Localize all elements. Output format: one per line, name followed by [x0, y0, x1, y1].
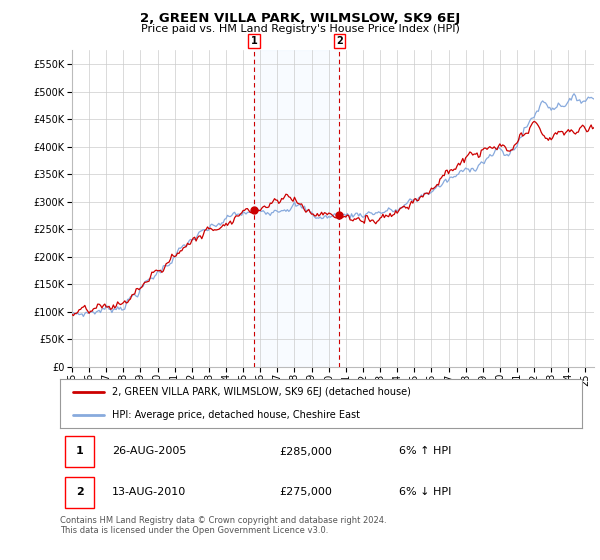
Text: 1: 1: [251, 36, 257, 46]
Text: Price paid vs. HM Land Registry's House Price Index (HPI): Price paid vs. HM Land Registry's House …: [140, 24, 460, 34]
Text: Contains HM Land Registry data © Crown copyright and database right 2024.: Contains HM Land Registry data © Crown c…: [60, 516, 386, 525]
FancyBboxPatch shape: [65, 436, 94, 467]
Text: HPI: Average price, detached house, Cheshire East: HPI: Average price, detached house, Ches…: [112, 410, 360, 420]
Text: 1: 1: [76, 446, 83, 456]
Text: 2, GREEN VILLA PARK, WILMSLOW, SK9 6EJ (detached house): 2, GREEN VILLA PARK, WILMSLOW, SK9 6EJ (…: [112, 388, 411, 398]
Text: 6% ↓ HPI: 6% ↓ HPI: [400, 487, 452, 497]
Text: £275,000: £275,000: [279, 487, 332, 497]
Bar: [254, 50, 340, 367]
Text: 2, GREEN VILLA PARK, WILMSLOW, SK9 6EJ: 2, GREEN VILLA PARK, WILMSLOW, SK9 6EJ: [140, 12, 460, 25]
Text: 2: 2: [76, 487, 83, 497]
FancyBboxPatch shape: [65, 477, 94, 507]
Text: £285,000: £285,000: [279, 446, 332, 456]
Text: 6% ↑ HPI: 6% ↑ HPI: [400, 446, 452, 456]
Text: 26-AUG-2005: 26-AUG-2005: [112, 446, 187, 456]
Text: This data is licensed under the Open Government Licence v3.0.: This data is licensed under the Open Gov…: [60, 526, 328, 535]
Text: 13-AUG-2010: 13-AUG-2010: [112, 487, 187, 497]
Text: 2: 2: [336, 36, 343, 46]
